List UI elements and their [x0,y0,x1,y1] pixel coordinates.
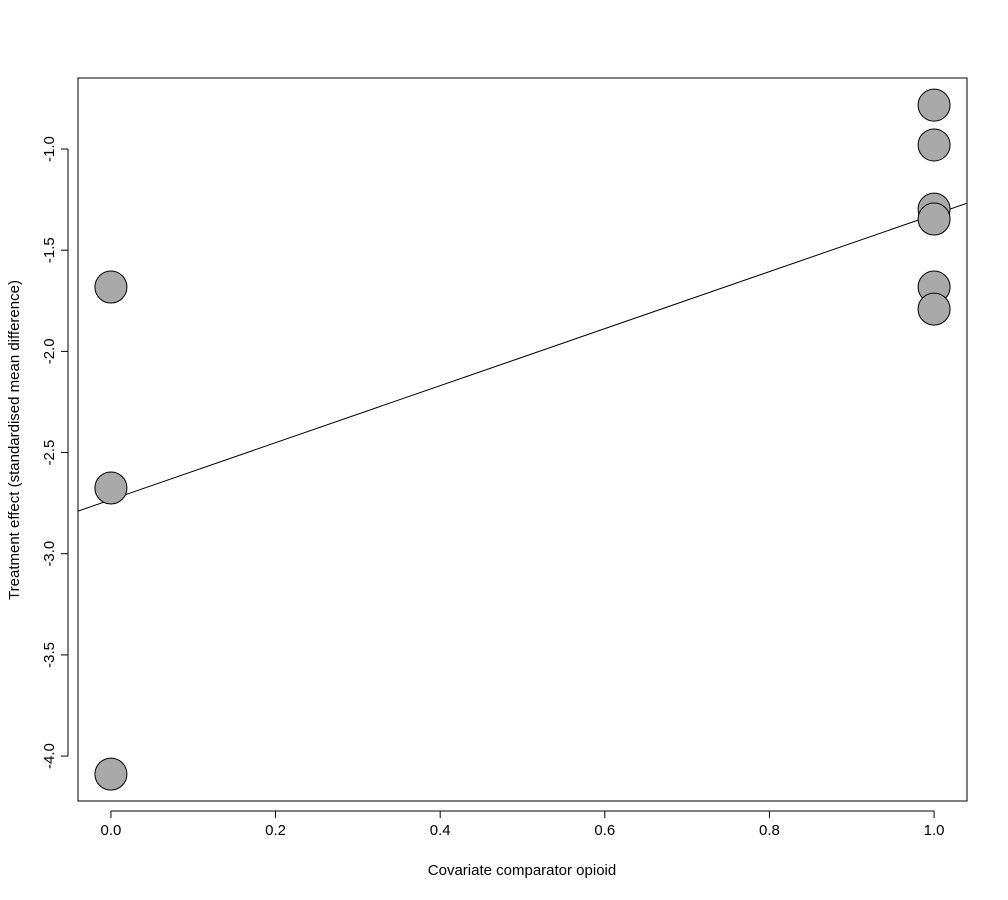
x-tick-label: 0.0 [100,822,121,839]
y-tick-label: -1.5 [41,237,58,263]
x-tick-label: 0.8 [759,822,780,839]
y-tick-label: -3.0 [41,541,58,567]
x-axis-title: Covariate comparator opioid [428,862,616,879]
point [94,471,128,505]
x-tick-label: 0.6 [594,822,615,839]
regression-line [78,202,967,512]
y-tick-label: -4.0 [41,743,58,769]
y-tick-label: -1.0 [41,136,58,162]
point [917,128,951,162]
point [917,202,951,236]
point [94,270,128,304]
plot-area [78,88,967,791]
y-axis-title: Treatment effect (standardised mean diff… [6,280,23,600]
point [94,757,128,791]
y-tick-label: -3.5 [41,642,58,668]
plot-frame [77,77,968,802]
x-tick-label: 1.0 [924,822,945,839]
y-tick-label: -2.0 [41,338,58,364]
y-tick-label: -2.5 [41,440,58,466]
x-tick-label: 0.2 [265,822,286,839]
point [917,88,951,122]
x-tick-label: 0.4 [430,822,451,839]
point [917,292,951,326]
